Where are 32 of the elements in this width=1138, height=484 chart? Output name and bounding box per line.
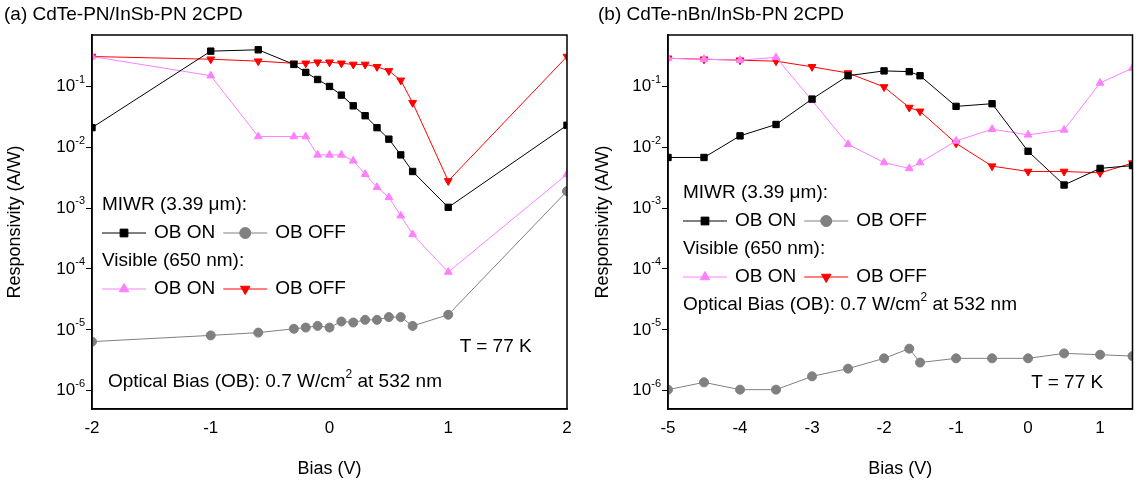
legend-label: OB ON bbox=[735, 209, 797, 231]
annotation: T = 77 K bbox=[459, 335, 532, 357]
x-tick-label: -1 bbox=[203, 417, 219, 437]
chart-title: (a) CdTe-PN/InSb-PN 2CPD bbox=[4, 3, 243, 25]
annotation: MIWR (3.39 μm): bbox=[683, 181, 829, 203]
x-tick-label: -2 bbox=[84, 417, 100, 437]
x-tick-label: 1 bbox=[443, 417, 453, 437]
x-tick-label: -3 bbox=[804, 417, 820, 437]
annotation: Visible (650 nm): bbox=[683, 237, 826, 259]
x-tick-label: -2 bbox=[876, 417, 892, 437]
y-axis-title: Responsivity (A/W) bbox=[591, 145, 612, 299]
legend-label: OB OFF bbox=[275, 277, 346, 299]
annotation: T = 77 K bbox=[1031, 371, 1104, 393]
legend-label: OB ON bbox=[735, 265, 797, 287]
x-tick-label: -4 bbox=[732, 417, 748, 437]
annotation: Visible (650 nm): bbox=[102, 249, 245, 271]
x-tick-label: 1 bbox=[1095, 417, 1105, 437]
legend-label: OB OFF bbox=[856, 265, 927, 287]
legend-label: OB OFF bbox=[275, 221, 346, 243]
x-axis-title: Bias (V) bbox=[297, 458, 362, 479]
x-tick-label: 0 bbox=[324, 417, 335, 437]
legend-label: OB ON bbox=[154, 221, 216, 243]
legend-label: OB ON bbox=[154, 277, 216, 299]
chart-title: (b) CdTe-nBn/InSb-PN 2CPD bbox=[598, 3, 845, 25]
x-tick-label: 2 bbox=[562, 417, 572, 437]
x-tick-label: -1 bbox=[948, 417, 964, 437]
x-axis-title: Bias (V) bbox=[868, 458, 933, 479]
y-axis-title: Responsivity (A/W) bbox=[3, 145, 24, 299]
annotation: MIWR (3.39 μm): bbox=[102, 193, 248, 215]
x-tick-label: 0 bbox=[1023, 417, 1033, 437]
legend-label: OB OFF bbox=[856, 209, 927, 231]
x-tick-label: -5 bbox=[660, 417, 676, 437]
